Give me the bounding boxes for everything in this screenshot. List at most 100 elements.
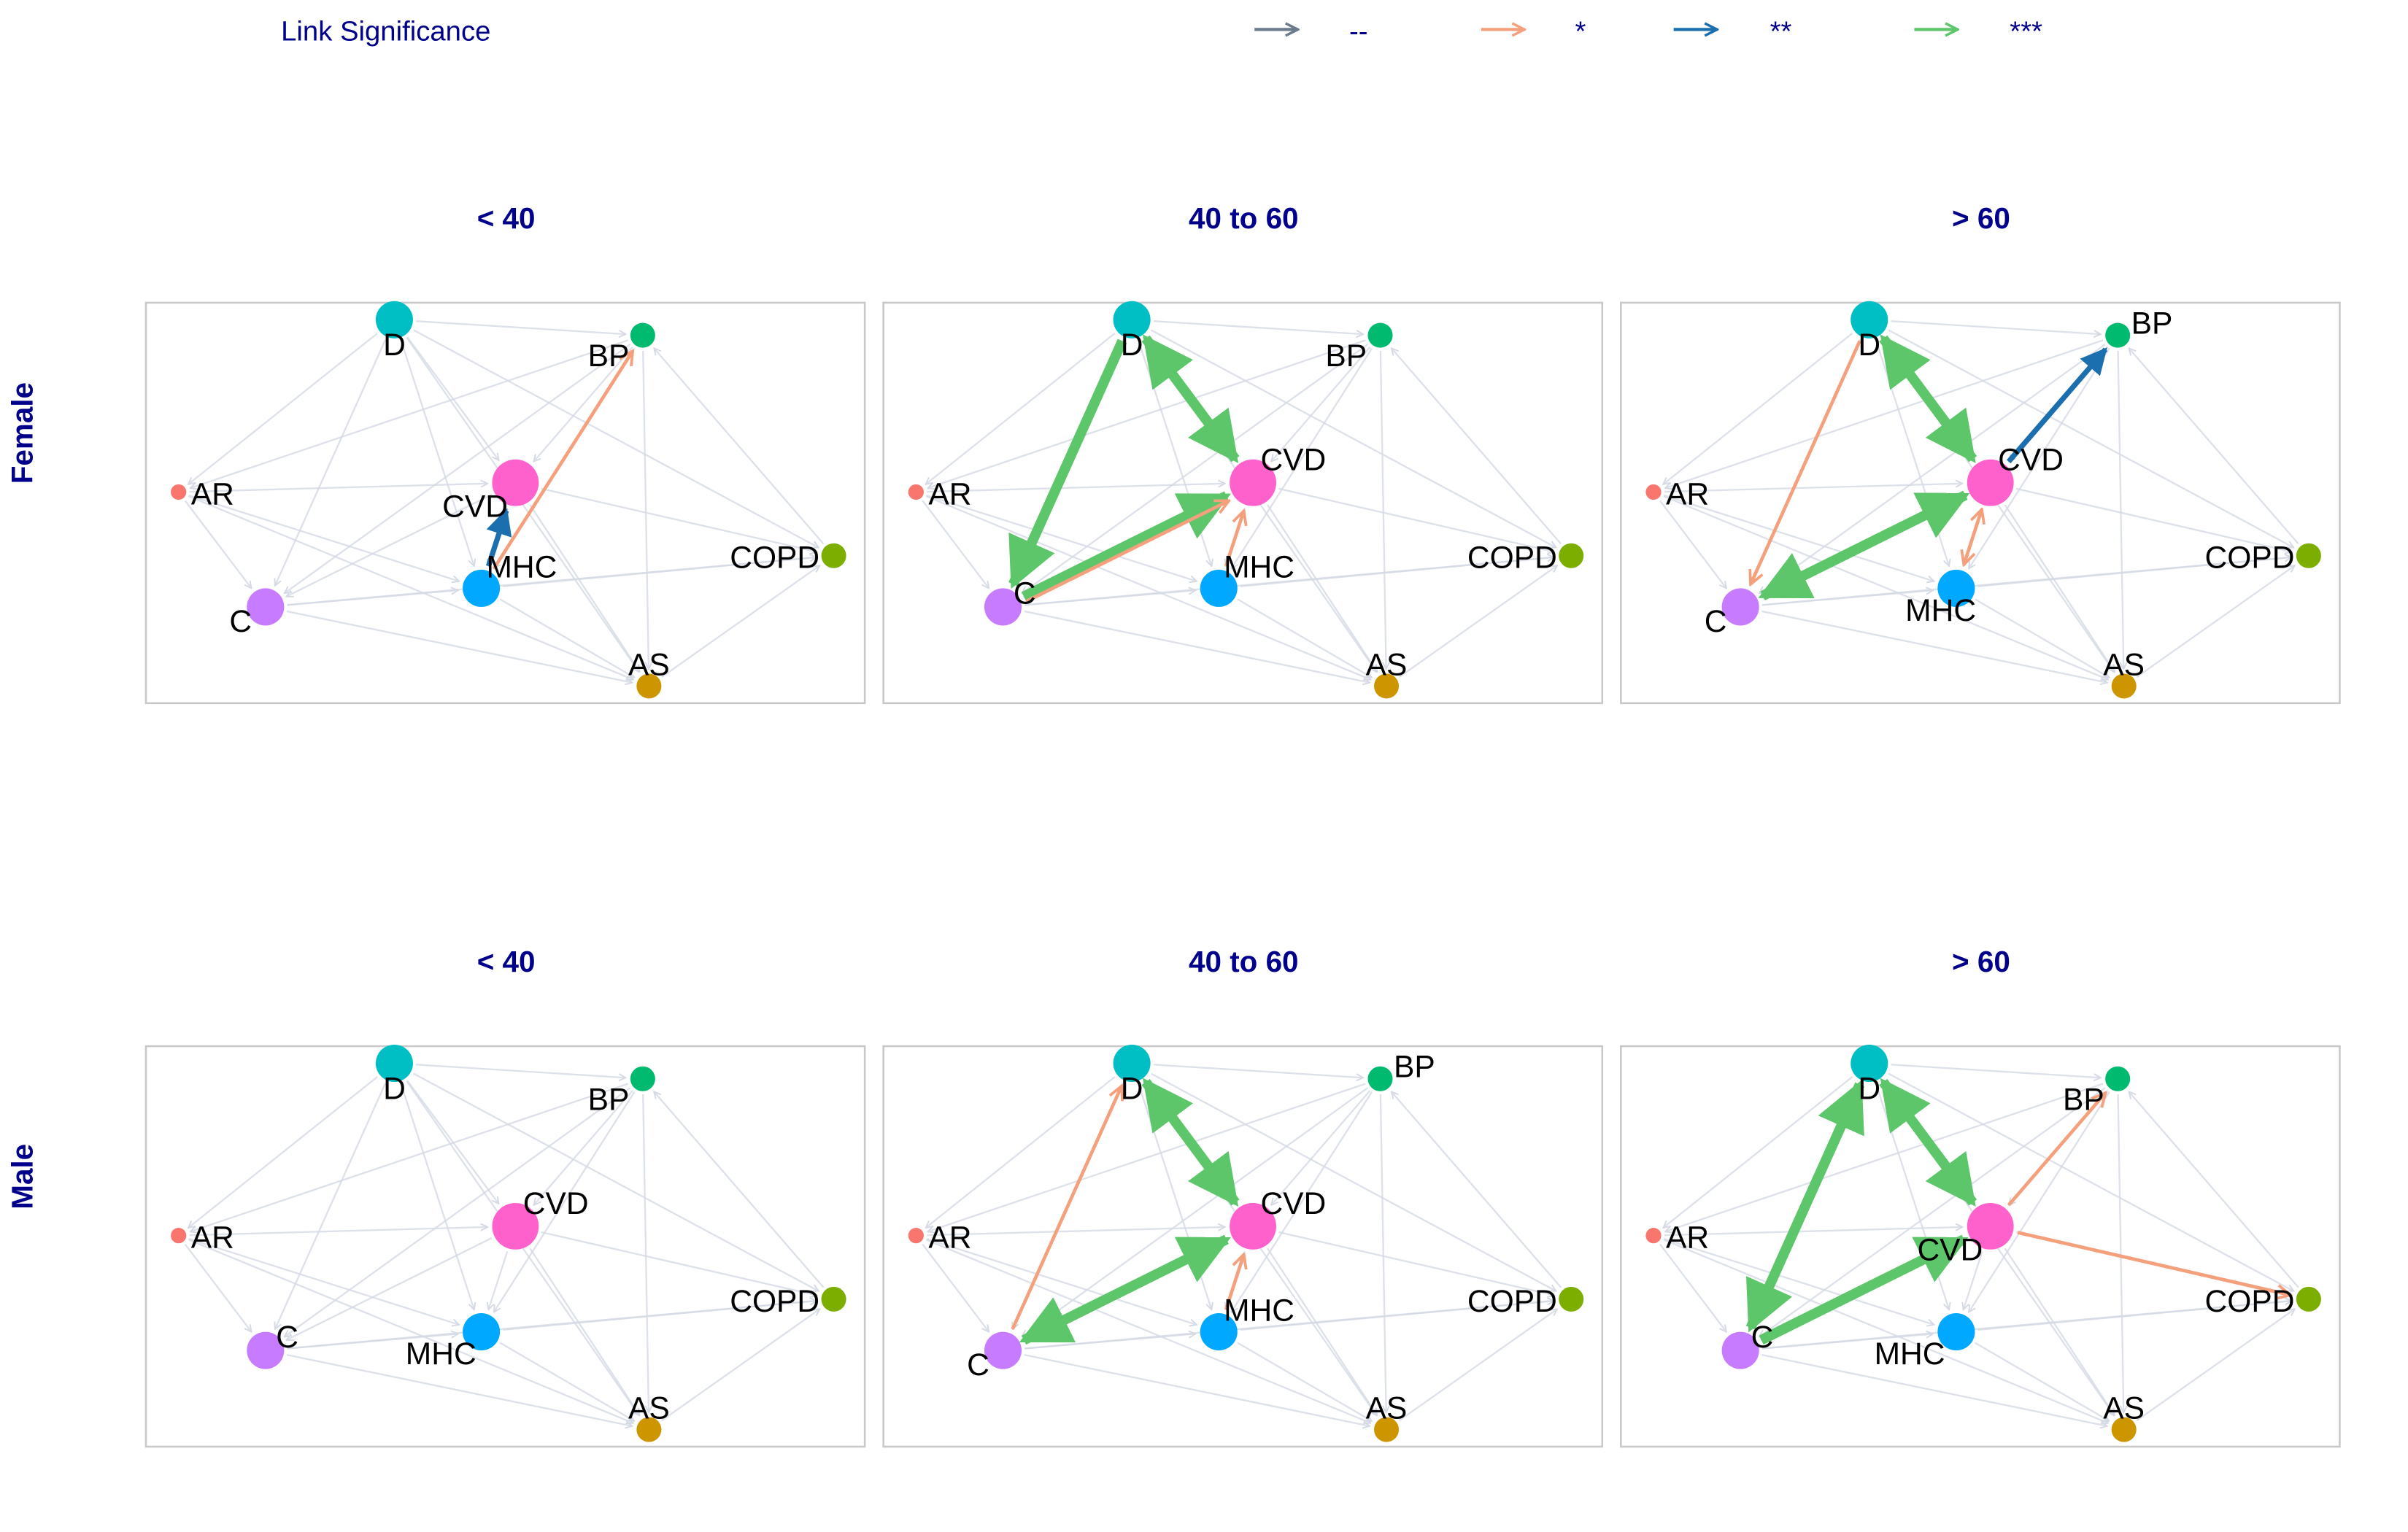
significant-link xyxy=(1879,1078,1977,1207)
node-label: D xyxy=(1121,1071,1143,1106)
node-ar xyxy=(1645,484,1662,500)
node-mhc xyxy=(463,1313,501,1351)
node-label: MHC xyxy=(1905,593,1976,628)
background-edge xyxy=(2015,487,2292,552)
background-edge xyxy=(184,1243,252,1332)
background-edge xyxy=(1969,347,2110,569)
background-edge xyxy=(494,1091,636,1312)
background-edge xyxy=(1398,1309,1557,1422)
column-title: 40 to 60 xyxy=(1189,945,1298,978)
node-d xyxy=(375,301,413,338)
background-edge xyxy=(1022,344,1368,593)
background-edge xyxy=(1024,610,1370,683)
background-edge xyxy=(1663,332,1853,484)
node-c xyxy=(1721,588,1759,626)
nodes: D BP AR CVD COPD C MHC AS xyxy=(171,1044,846,1442)
node-label: AS xyxy=(2103,648,2145,683)
significant-link xyxy=(1019,1234,1232,1345)
node-as xyxy=(636,673,662,699)
background-edge xyxy=(541,487,817,552)
node-label: BP xyxy=(1325,338,1367,374)
column-title: > 60 xyxy=(1952,201,2010,235)
background-edge xyxy=(413,1072,819,1292)
background-edge xyxy=(926,494,1197,581)
node-label: CVD xyxy=(1917,1233,1983,1268)
node-copd xyxy=(2296,1286,2321,1312)
significant-link xyxy=(1879,334,1977,463)
background-edge xyxy=(1266,1247,1377,1415)
node-label: D xyxy=(383,328,406,363)
significant-link xyxy=(1141,334,1240,463)
node-copd xyxy=(1559,543,1584,568)
node-c xyxy=(1721,1331,1759,1369)
significant-link xyxy=(1758,490,1970,600)
significant-links xyxy=(1751,334,2108,600)
node-mhc xyxy=(1937,1313,1975,1351)
background-edge xyxy=(188,495,633,679)
background-edge xyxy=(1659,1243,1726,1332)
background-edge xyxy=(1964,1250,1983,1309)
significant-links xyxy=(485,351,633,570)
background-edge xyxy=(1379,1094,1386,1412)
background-edge xyxy=(1153,1064,1363,1078)
background-edge xyxy=(275,339,387,585)
significant-link xyxy=(492,351,633,570)
node-c xyxy=(984,1331,1022,1369)
node-label: COPD xyxy=(1467,541,1557,576)
node-label: MHC xyxy=(1875,1336,1945,1372)
significant-link xyxy=(1745,1080,1864,1333)
background-edge xyxy=(488,1250,509,1309)
background-edge xyxy=(1024,1353,1370,1426)
background-edge xyxy=(1398,565,1557,678)
node-label: BP xyxy=(588,338,630,374)
background-edge xyxy=(642,350,649,669)
node-cvd xyxy=(1230,459,1276,506)
background-edge xyxy=(1975,598,2110,677)
nodes: D BP AR CVD COPD C MHC AS xyxy=(1645,1044,2321,1442)
node-label: COPD xyxy=(1467,1284,1557,1319)
background-edge xyxy=(190,1083,629,1232)
background-edge xyxy=(922,500,989,588)
background-edge xyxy=(286,1353,632,1426)
network-panel: D BP AR CVD COPD C MHC AS xyxy=(144,1044,866,1448)
node-ar xyxy=(908,484,924,500)
legend-title: Link Significance xyxy=(281,15,490,47)
legend-item-label: ** xyxy=(1770,15,1792,47)
node-label: CVD xyxy=(1260,1186,1326,1221)
node-c xyxy=(984,588,1022,626)
node-label: BP xyxy=(2131,306,2173,341)
background-edge xyxy=(2004,504,2115,672)
significant-link xyxy=(1025,499,1229,603)
background-edge xyxy=(1392,348,1562,545)
background-edge xyxy=(1664,484,1963,493)
background-edge xyxy=(406,1080,639,1415)
significant-link xyxy=(1224,1254,1244,1310)
significant-link xyxy=(1759,1234,1969,1345)
node-label: AR xyxy=(928,477,971,512)
background-edge xyxy=(1891,1064,2100,1078)
background-edge xyxy=(926,332,1116,484)
node-bp xyxy=(2105,322,2131,348)
node-label: D xyxy=(1121,328,1143,363)
node-ar xyxy=(171,1228,187,1244)
significant-link xyxy=(1141,1078,1240,1207)
background-edge xyxy=(927,1227,1225,1237)
network-panel: D BP AR CVD COPD C MHC AS xyxy=(1620,1044,2341,1448)
node-bp xyxy=(630,1066,655,1091)
background-edge xyxy=(1392,1091,1562,1288)
column-title: 40 to 60 xyxy=(1189,201,1298,235)
node-label: AS xyxy=(628,648,670,683)
background-edge xyxy=(1237,1342,1372,1421)
node-copd xyxy=(821,1286,846,1312)
background-edge xyxy=(188,1239,633,1423)
node-label: C xyxy=(1751,1320,1774,1355)
node-label: C xyxy=(967,1347,989,1382)
node-copd xyxy=(2296,543,2321,568)
significant-links xyxy=(1011,1078,1244,1345)
node-bp xyxy=(1367,1066,1393,1091)
network-panel: D BP AR CVD COPD C MHC AS xyxy=(882,301,1604,705)
background-edge xyxy=(503,1301,817,1331)
node-c xyxy=(247,1331,285,1369)
